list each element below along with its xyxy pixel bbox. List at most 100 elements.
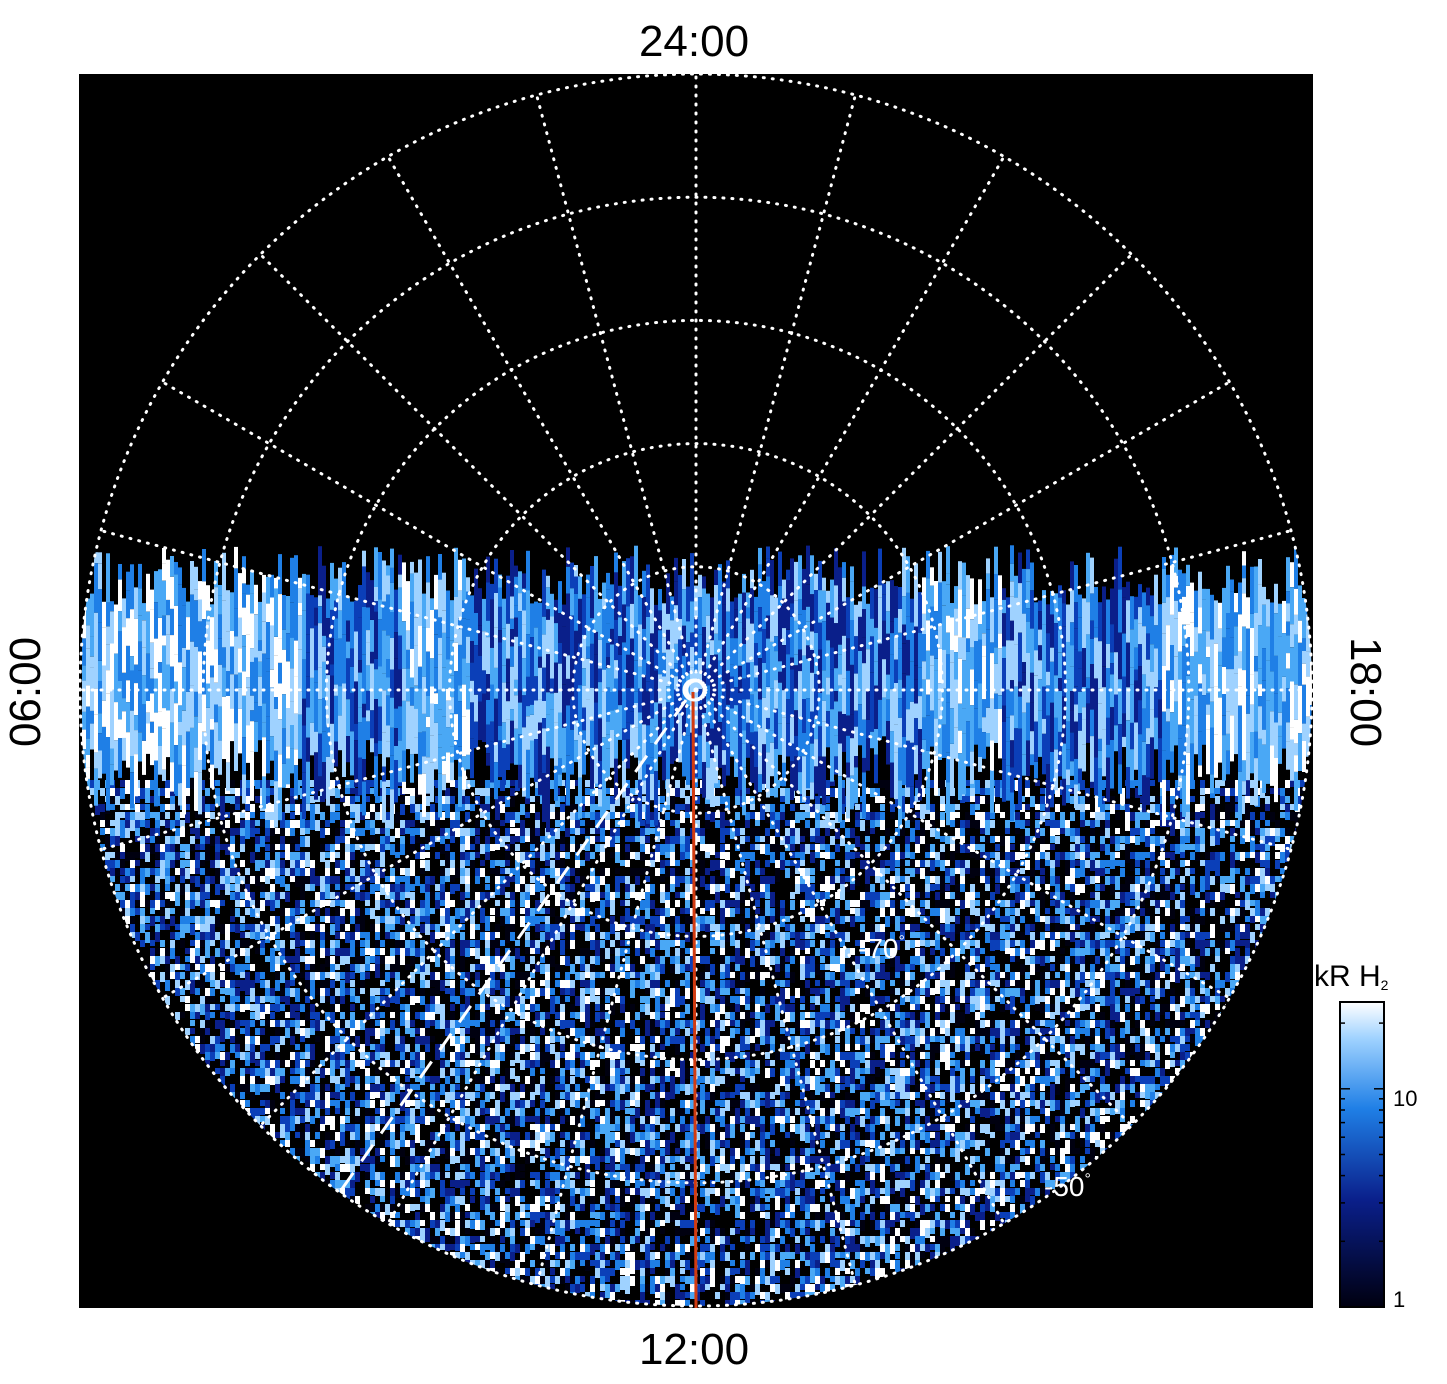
emission-pixel [435,1004,440,1014]
emission-pixel [165,788,170,798]
emission-pixel [750,884,755,891]
emission-pixel [575,996,580,1006]
emission-pixel [450,812,455,820]
emission-pixel [815,948,820,956]
emission-pixel [155,868,160,876]
emission-pixel [825,996,830,1003]
emission-pixel [280,804,285,810]
emission-pixel [460,836,465,846]
emission-pixel [240,860,245,867]
emission-pixel [265,860,270,868]
emission-pixel [930,852,935,858]
emission-pixel [730,964,735,971]
emission-pixel [685,900,690,910]
emission-pixel [255,932,260,940]
emission-pixel [440,900,445,906]
emission-pixel [1115,948,1120,954]
emission-pixel [600,836,605,842]
emission-pixel [160,900,165,907]
emission-pixel [790,948,795,959]
emission-pixel [1210,860,1215,871]
emission-pixel [660,908,665,919]
emission-pixel [1020,868,1025,874]
emission-pixel [890,988,895,994]
emission-pixel [645,940,650,951]
emission-pixel [1125,876,1130,887]
emission-pixel [1050,876,1055,886]
emission-pixel [215,868,220,878]
emission-pixel [255,836,260,847]
emission-pixel [725,804,730,810]
emission-pixel [1090,932,1095,940]
emission-pixel [825,812,830,822]
emission-pixel [1195,828,1200,838]
emission-pixel [280,828,285,835]
emission-pixel [985,852,990,862]
emission-pixel [915,804,920,810]
emission-pixel [865,988,870,997]
emission-pixel [1030,948,1035,955]
emission-pixel [385,900,390,908]
emission-pixel [180,884,185,895]
emission-pixel [965,900,970,908]
emission-pixel [340,916,345,925]
emission-pixel [800,852,805,861]
emission-pixel [460,892,465,900]
emission-pixel [1080,868,1085,877]
emission-pixel [665,924,670,932]
emission-pixel [120,780,125,787]
emission-pixel [1215,940,1220,948]
emission-pixel [425,1004,430,1012]
emission-pixel [975,796,980,805]
emission-pixel [1100,940,1105,951]
emission-pixel [745,996,750,1005]
emission-pixel [370,868,375,879]
emission-pixel [435,812,440,821]
emission-pixel [265,868,270,878]
emission-pixel [670,908,675,916]
emission-pixel [490,964,495,972]
emission-pixel [635,828,640,839]
emission-pixel [685,964,690,971]
emission-pixel [350,916,355,924]
emission-pixel [860,964,865,973]
emission-pixel [1075,884,1080,895]
emission-pixel [715,820,720,828]
emission-pixel [510,868,515,875]
emission-pixel [355,876,360,882]
emission-pixel [780,852,785,861]
emission-pixel [995,972,1000,982]
emission-pixel [605,836,610,847]
emission-pixel [365,812,370,819]
emission-pixel [245,788,250,796]
emission-pixel [700,828,705,837]
emission-pixel [165,948,170,957]
emission-pixel [715,884,720,892]
emission-pixel [355,828,360,838]
emission-pixel [110,868,115,879]
emission-pixel [810,812,815,818]
emission-pixel [1215,860,1220,871]
emission-pixel [190,956,195,963]
emission-pixel [1050,868,1055,878]
emission-pixel [985,956,990,967]
emission-pixel [270,820,275,829]
emission-pixel [445,916,450,927]
emission-pixel [230,972,235,981]
emission-pixel [190,900,195,909]
emission-pixel [675,1020,680,1028]
emission-pixel [305,1028,310,1038]
emission-pixel [370,780,375,787]
emission-pixel [160,868,165,879]
emission-pixel [790,828,795,838]
emission-pixel [955,908,960,915]
emission-pixel [300,1028,305,1037]
emission-pixel [365,860,370,868]
emission-pixel [475,900,480,908]
emission-pixel [745,972,750,982]
emission-pixel [490,828,495,837]
emission-pixel [970,844,975,852]
emission-pixel [290,924,295,932]
emission-pixel [415,964,420,974]
emission-pixel [620,900,625,906]
